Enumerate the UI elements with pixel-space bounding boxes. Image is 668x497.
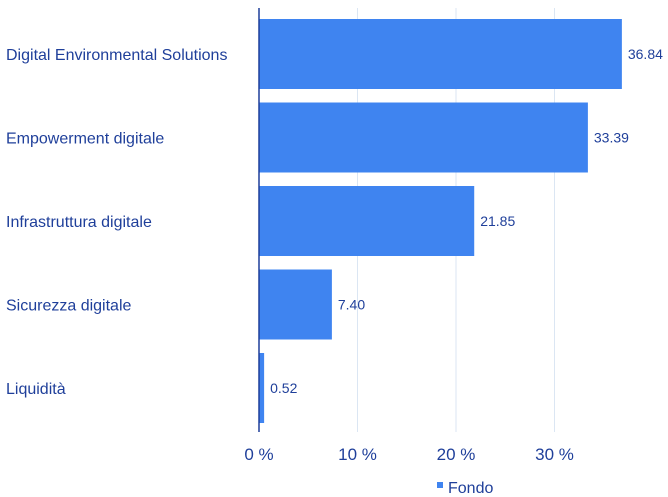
category-label: Liquidità xyxy=(6,381,66,398)
bar[interactable] xyxy=(259,186,475,256)
bars xyxy=(259,19,622,423)
value-label: 36.84 xyxy=(628,46,663,62)
legend[interactable]: Fondo xyxy=(437,480,493,497)
category-labels: Digital Environmental Solutions Empowerme… xyxy=(6,47,227,398)
x-tick-label: 30 % xyxy=(535,445,574,464)
bar[interactable] xyxy=(259,19,622,89)
bar[interactable] xyxy=(259,102,588,173)
category-label: Digital Environmental Solutions xyxy=(6,47,227,64)
value-labels: 36.84 33.39 21.85 7.40 0.52 xyxy=(270,46,663,396)
bar[interactable] xyxy=(259,269,332,340)
x-tick-labels: 0 % 10 % 20 % 30 % xyxy=(244,445,574,464)
legend-label: Fondo xyxy=(448,480,493,497)
category-label: Empowerment digitale xyxy=(6,131,164,148)
category-label: Infrastruttura digitale xyxy=(6,214,152,231)
legend-swatch xyxy=(437,482,443,488)
category-label: Sicurezza digitale xyxy=(6,298,132,315)
x-tick-label: 20 % xyxy=(437,445,476,464)
value-label: 21.85 xyxy=(480,213,515,229)
value-label: 0.52 xyxy=(270,380,297,396)
value-label: 33.39 xyxy=(594,130,629,146)
x-tick-label: 10 % xyxy=(338,445,377,464)
x-tick-label: 0 % xyxy=(244,445,273,464)
value-label: 7.40 xyxy=(338,297,365,313)
bar[interactable] xyxy=(259,353,265,423)
